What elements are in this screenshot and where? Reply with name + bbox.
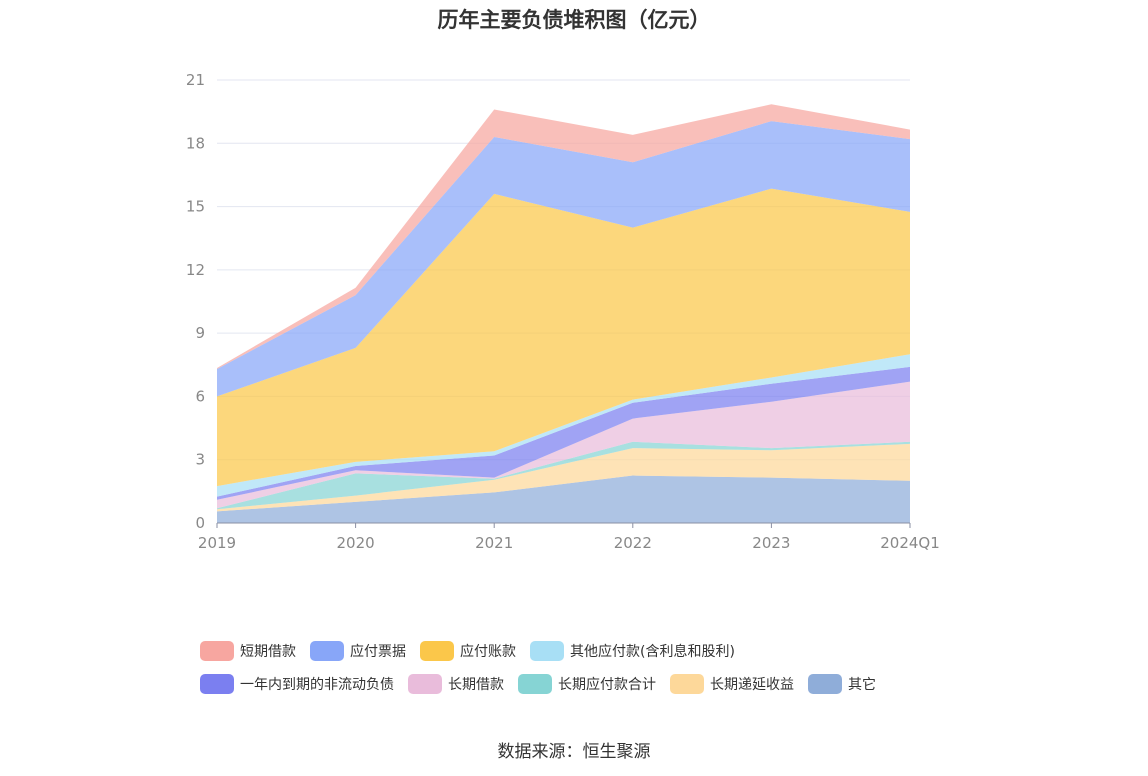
legend-swatch (518, 674, 552, 694)
x-tick-label: 2024Q1 (880, 534, 940, 552)
legend-swatch (530, 641, 564, 661)
area-series-3 (217, 381, 910, 509)
y-tick-label: 21 (186, 71, 205, 89)
stacked-area-chart: 0 3 6 9 12 15 18 21 2019 2020 2021 2022 2023 2024Q1 (186, 71, 940, 552)
legend-label: 应付票据 (350, 644, 406, 660)
area-series-4 (217, 366, 910, 500)
chart-title: 历年主要负债堆积图（亿元） (437, 8, 711, 32)
legend-row: 短期借款 应付票据 应付账款 其他应付款(含利息和股利) (200, 640, 960, 662)
area-series (217, 104, 910, 523)
legend-label: 长期应付款合计 (558, 677, 656, 693)
legend-swatch (200, 674, 234, 694)
x-tick-label: 2022 (614, 534, 652, 552)
legend-swatch (310, 641, 344, 661)
data-source-note: 数据来源：恒生聚源 (497, 742, 651, 762)
legend-item[interactable]: 应付票据 (310, 641, 406, 661)
legend-swatch (408, 674, 442, 694)
legend-label: 一年内到期的非流动负债 (240, 677, 394, 693)
y-tick-label: 12 (186, 261, 205, 279)
legend-item[interactable]: 其他应付款(含利息和股利) (530, 641, 735, 661)
x-tick-label: 2023 (752, 534, 790, 552)
y-tick-label: 3 (195, 451, 205, 469)
legend-label: 应付账款 (460, 644, 516, 660)
area-series-7 (217, 121, 910, 397)
legend: 短期借款 应付票据 应付账款 其他应付款(含利息和股利) 一年内到期的非流动负债 长期借款… (200, 640, 960, 706)
y-tick-label: 0 (195, 514, 205, 532)
legend-swatch (808, 674, 842, 694)
legend-label: 长期借款 (448, 677, 504, 693)
area-series-5 (217, 354, 910, 497)
y-tick-label: 18 (186, 134, 205, 152)
axes: 0 3 6 9 12 15 18 21 2019 2020 2021 2022 2023 2024Q1 (186, 71, 940, 552)
legend-item[interactable]: 长期递延收益 (670, 674, 794, 694)
area-series-1 (217, 443, 910, 512)
legend-item[interactable]: 长期应付款合计 (518, 674, 656, 694)
legend-swatch (200, 641, 234, 661)
y-tick-label: 6 (195, 387, 205, 405)
legend-row: 一年内到期的非流动负债 长期借款 长期应付款合计 长期递延收益 其它 (200, 673, 960, 695)
legend-label: 短期借款 (240, 644, 296, 660)
legend-label: 其它 (848, 677, 876, 693)
legend-item[interactable]: 一年内到期的非流动负债 (200, 674, 394, 694)
legend-swatch (670, 674, 704, 694)
y-tick-label: 9 (195, 324, 205, 342)
area-series-2 (217, 441, 910, 510)
legend-swatch (420, 641, 454, 661)
legend-item[interactable]: 其它 (808, 674, 876, 694)
legend-item[interactable]: 应付账款 (420, 641, 516, 661)
x-tick-label: 2019 (198, 534, 236, 552)
legend-label: 长期递延收益 (710, 677, 794, 693)
x-tick-label: 2021 (475, 534, 513, 552)
legend-item[interactable]: 短期借款 (200, 641, 296, 661)
legend-item[interactable]: 长期借款 (408, 674, 504, 694)
legend-label: 其他应付款(含利息和股利) (570, 644, 735, 660)
y-tick-label: 15 (186, 198, 205, 216)
area-series-0 (217, 475, 910, 523)
area-series-6 (217, 188, 910, 487)
x-tick-label: 2020 (337, 534, 375, 552)
